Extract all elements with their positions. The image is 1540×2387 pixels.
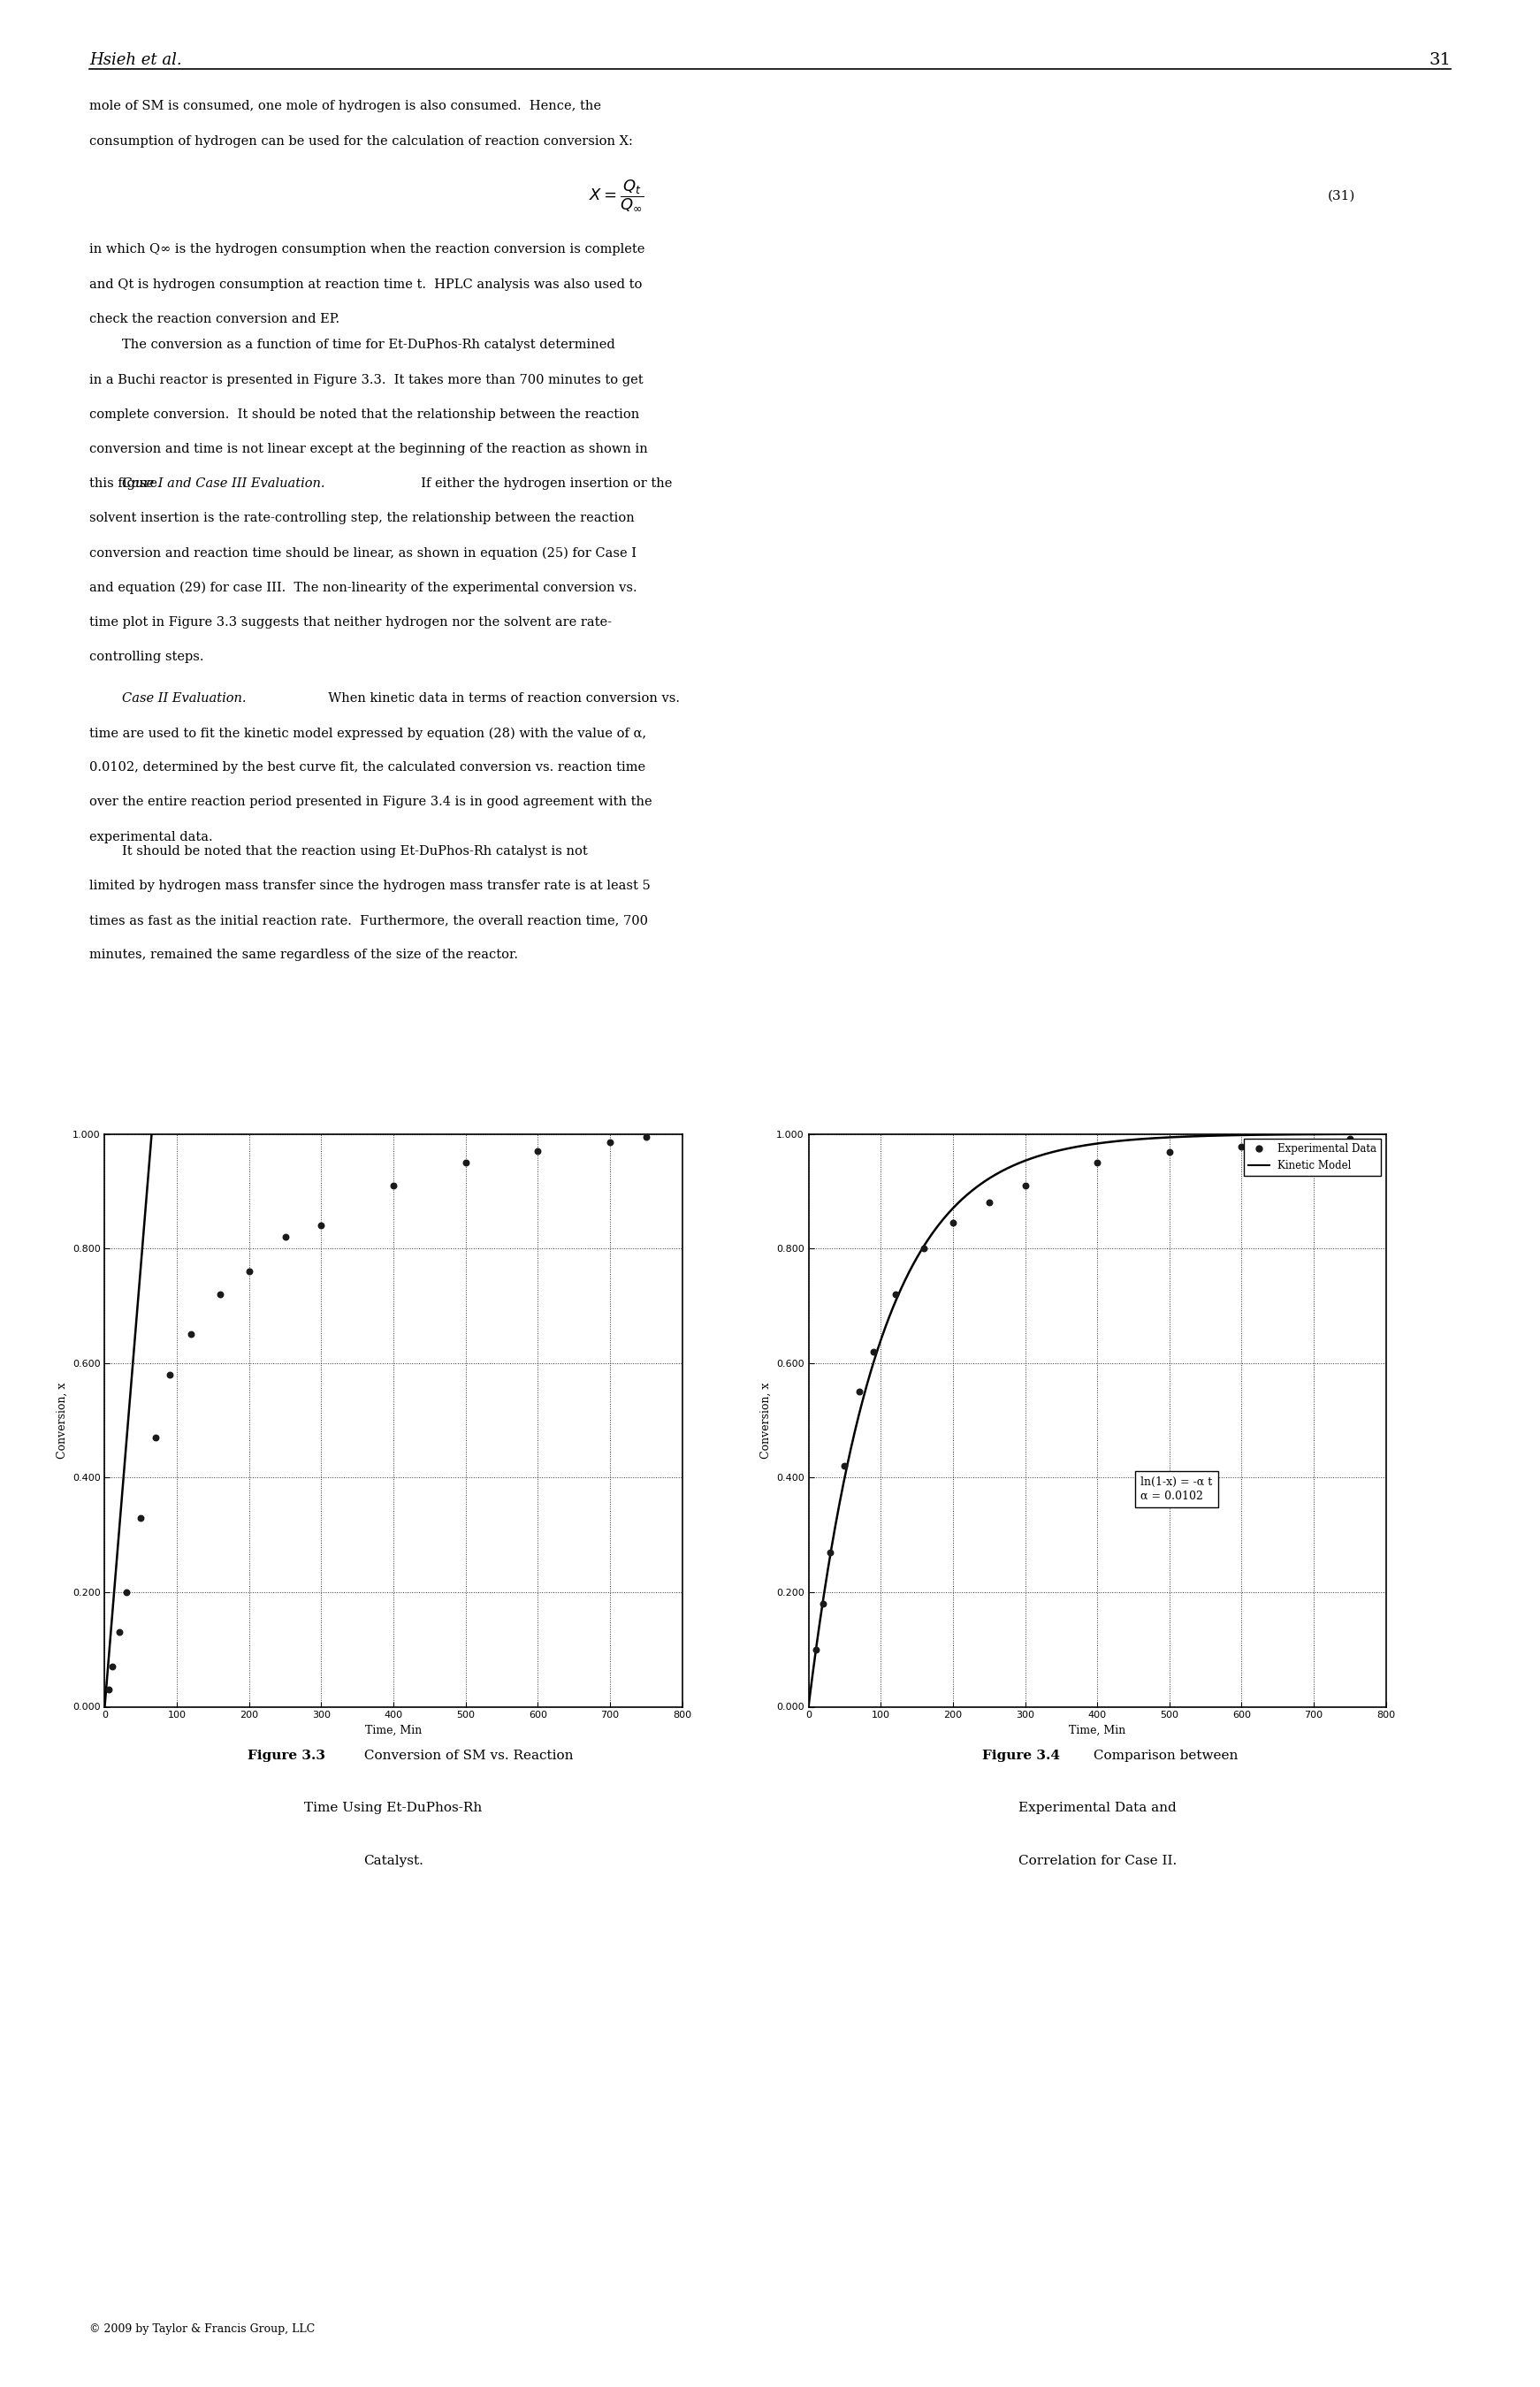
- Point: [1338, 1120, 1363, 1158]
- Text: It should be noted that the reaction using Et-DuPhos-Rh catalyst is not: It should be noted that the reaction usi…: [89, 845, 588, 857]
- Point: [1084, 1143, 1109, 1182]
- Point: [832, 1447, 856, 1485]
- Text: in a Buchi reactor is presented in Figure 3.3.  It takes more than 700 minutes t: in a Buchi reactor is presented in Figur…: [89, 372, 644, 387]
- Text: in which Q∞ is the hydrogen consumption when the reaction conversion is complete: in which Q∞ is the hydrogen consumption …: [89, 243, 645, 255]
- Text: If either the hydrogen insertion or the: If either the hydrogen insertion or the: [413, 477, 671, 489]
- Text: controlling steps.: controlling steps.: [89, 652, 203, 664]
- Text: Catalyst.: Catalyst.: [363, 1855, 424, 1867]
- Text: experimental data.: experimental data.: [89, 831, 213, 843]
- Text: minutes, remained the same regardless of the size of the reactor.: minutes, remained the same regardless of…: [89, 950, 517, 962]
- Text: When kinetic data in terms of reaction conversion vs.: When kinetic data in terms of reaction c…: [320, 692, 681, 704]
- Point: [143, 1418, 168, 1456]
- Text: solvent insertion is the rate-controlling step, the relationship between the rea: solvent insertion is the rate-controllin…: [89, 511, 634, 525]
- Point: [453, 1143, 477, 1182]
- Point: [95, 1671, 120, 1709]
- Text: complete conversion.  It should be noted that the relationship between the react: complete conversion. It should be noted …: [89, 408, 639, 420]
- Point: [157, 1356, 182, 1394]
- Text: Correlation for Case II.: Correlation for Case II.: [1018, 1855, 1177, 1867]
- Text: Comparison between: Comparison between: [1090, 1750, 1238, 1762]
- Text: Case II Evaluation.: Case II Evaluation.: [89, 692, 246, 704]
- Point: [941, 1203, 966, 1241]
- Point: [912, 1229, 936, 1267]
- Text: conversion and reaction time should be linear, as shown in equation (25) for Cas: conversion and reaction time should be l…: [89, 547, 636, 559]
- Legend: Experimental Data, Kinetic Model: Experimental Data, Kinetic Model: [1244, 1139, 1381, 1177]
- Text: time are used to fit the kinetic model expressed by equation (28) with the value: time are used to fit the kinetic model e…: [89, 728, 647, 740]
- X-axis label: Time, Min: Time, Min: [365, 1726, 422, 1735]
- Point: [179, 1315, 203, 1353]
- Point: [100, 1647, 125, 1685]
- Text: and Qt is hydrogen consumption at reaction time t.  HPLC analysis was also used : and Qt is hydrogen consumption at reacti…: [89, 277, 642, 291]
- Text: (31): (31): [1327, 189, 1355, 203]
- Y-axis label: Conversion, x: Conversion, x: [759, 1382, 772, 1458]
- Y-axis label: Conversion, x: Conversion, x: [55, 1382, 68, 1458]
- Text: consumption of hydrogen can be used for the calculation of reaction conversion X: consumption of hydrogen can be used for …: [89, 136, 633, 148]
- Text: over the entire reaction period presented in Figure 3.4 is in good agreement wit: over the entire reaction period presente…: [89, 797, 651, 809]
- Text: Hsieh et al.: Hsieh et al.: [89, 53, 182, 69]
- Text: Figure 3.3: Figure 3.3: [246, 1750, 325, 1762]
- Text: limited by hydrogen mass transfer since the hydrogen mass transfer rate is at le: limited by hydrogen mass transfer since …: [89, 878, 650, 893]
- Text: 0.0102, determined by the best curve fit, the calculated conversion vs. reaction: 0.0102, determined by the best curve fit…: [89, 761, 645, 773]
- Text: The conversion as a function of time for Et-DuPhos-Rh catalyst determined: The conversion as a function of time for…: [89, 339, 614, 351]
- Text: mole of SM is consumed, one mole of hydrogen is also consumed.  Hence, the: mole of SM is consumed, one mole of hydr…: [89, 100, 601, 112]
- Text: this figure.: this figure.: [89, 477, 162, 489]
- Text: © 2009 by Taylor & Francis Group, LLC: © 2009 by Taylor & Francis Group, LLC: [89, 2323, 316, 2334]
- Text: Time Using Et-DuPhos-Rh: Time Using Et-DuPhos-Rh: [305, 1802, 482, 1814]
- Point: [382, 1167, 407, 1205]
- Text: 31: 31: [1429, 53, 1451, 69]
- Point: [847, 1373, 872, 1411]
- Text: times as fast as the initial reaction rate.  Furthermore, the overall reaction t: times as fast as the initial reaction ra…: [89, 914, 648, 926]
- Point: [976, 1184, 1001, 1222]
- Text: time plot in Figure 3.3 suggests that neither hydrogen nor the solvent are rate-: time plot in Figure 3.3 suggests that ne…: [89, 616, 611, 628]
- Text: and equation (29) for case III.  The non-linearity of the experimental conversio: and equation (29) for case III. The non-…: [89, 580, 638, 594]
- Point: [1013, 1167, 1038, 1205]
- Text: $X = \dfrac{Q_t}{Q_\infty}$: $X = \dfrac{Q_t}{Q_\infty}$: [588, 179, 644, 212]
- Point: [525, 1131, 550, 1170]
- Point: [273, 1217, 297, 1256]
- X-axis label: Time, Min: Time, Min: [1069, 1726, 1126, 1735]
- Point: [804, 1630, 829, 1669]
- Point: [208, 1275, 233, 1313]
- Text: Experimental Data and: Experimental Data and: [1018, 1802, 1177, 1814]
- Point: [810, 1585, 835, 1623]
- Point: [310, 1205, 334, 1244]
- Text: check the reaction conversion and EP.: check the reaction conversion and EP.: [89, 313, 340, 325]
- Text: Figure 3.4: Figure 3.4: [983, 1750, 1060, 1762]
- Point: [861, 1332, 886, 1370]
- Point: [1229, 1127, 1254, 1165]
- Text: conversion and time is not linear except at the beginning of the reaction as sho: conversion and time is not linear except…: [89, 444, 648, 456]
- Text: ln(1-x) = -α t
α = 0.0102: ln(1-x) = -α t α = 0.0102: [1141, 1478, 1212, 1501]
- Text: Conversion of SM vs. Reaction: Conversion of SM vs. Reaction: [359, 1750, 573, 1762]
- Point: [1301, 1124, 1326, 1162]
- Point: [882, 1275, 907, 1313]
- Point: [818, 1532, 842, 1571]
- Text: Case I and Case III Evaluation.: Case I and Case III Evaluation.: [89, 477, 325, 489]
- Point: [114, 1573, 139, 1611]
- Point: [634, 1117, 659, 1155]
- Point: [128, 1499, 152, 1537]
- Point: [1157, 1134, 1181, 1172]
- Point: [237, 1253, 262, 1291]
- Point: [598, 1124, 622, 1162]
- Point: [106, 1614, 131, 1652]
